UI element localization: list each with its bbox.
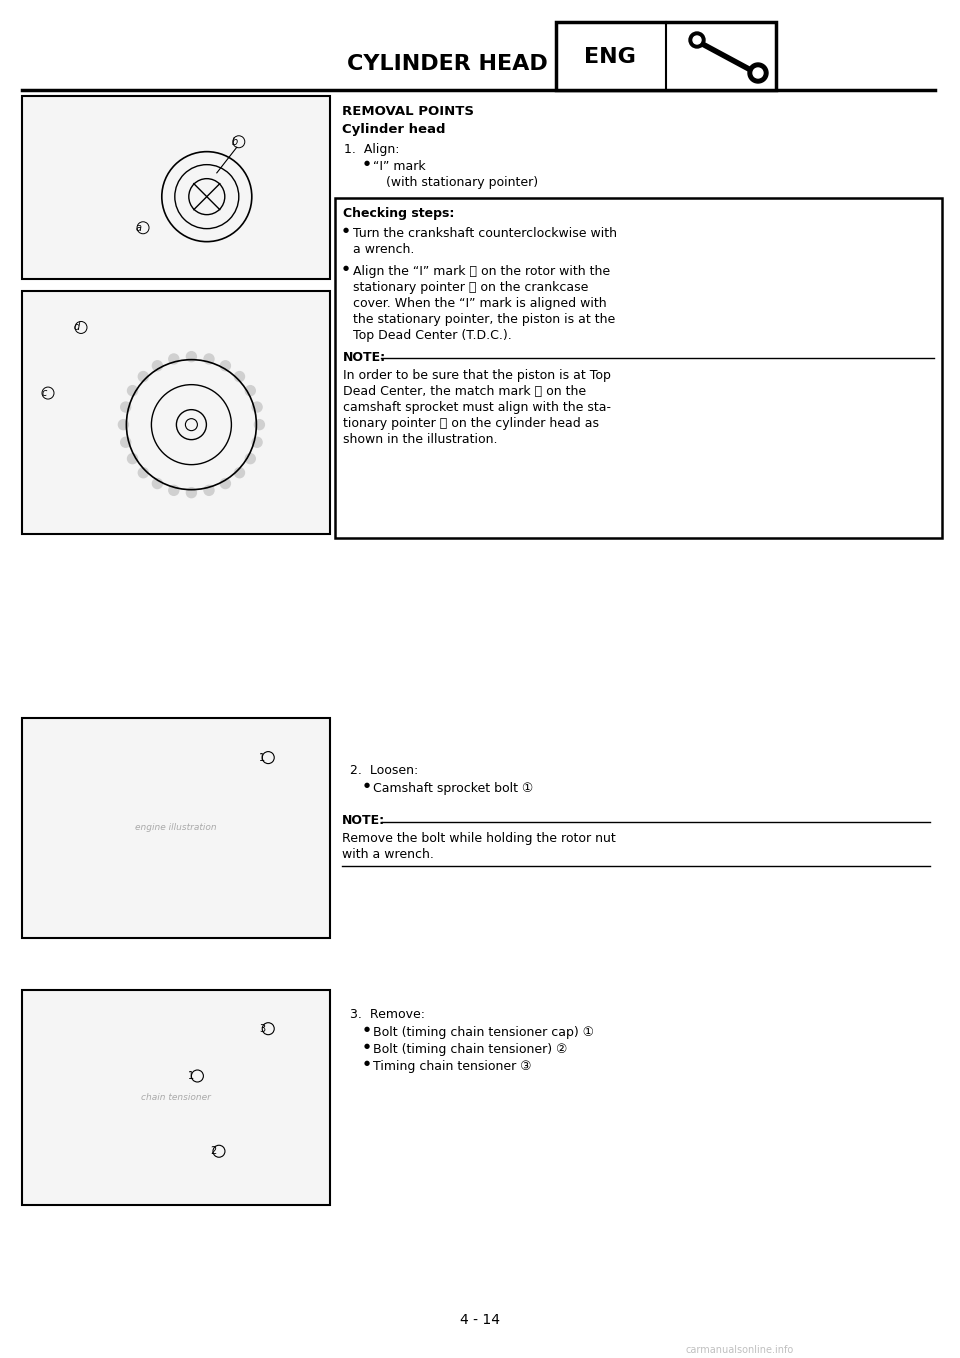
Text: ENG: ENG	[584, 48, 636, 67]
Circle shape	[204, 485, 214, 496]
Text: In order to be sure that the piston is at Top: In order to be sure that the piston is a…	[343, 369, 611, 382]
Bar	[22, 291, 330, 534]
Text: (with stationary pointer): (with stationary pointer)	[386, 177, 539, 189]
Circle shape	[153, 478, 162, 489]
Circle shape	[128, 386, 137, 395]
Text: the stationary pointer, the piston is at the: the stationary pointer, the piston is at…	[353, 312, 615, 326]
Text: 2.  Loosen:: 2. Loosen:	[350, 765, 419, 777]
Circle shape	[252, 437, 262, 447]
Text: 2: 2	[210, 1146, 216, 1156]
Text: ●: ●	[364, 160, 371, 166]
Text: ●: ●	[364, 1043, 371, 1048]
Text: Align the “I” mark ⓐ on the rotor with the: Align the “I” mark ⓐ on the rotor with t…	[353, 265, 611, 278]
Circle shape	[128, 454, 137, 463]
Text: 1: 1	[188, 1071, 195, 1081]
Circle shape	[153, 361, 162, 371]
Text: NOTE:: NOTE:	[342, 813, 385, 827]
Text: ●: ●	[364, 782, 371, 788]
Text: ●: ●	[364, 1027, 371, 1032]
Circle shape	[121, 437, 131, 447]
Text: b: b	[231, 137, 238, 147]
Text: NOTE:: NOTE:	[343, 350, 386, 364]
Text: cover. When the “I” mark is aligned with: cover. When the “I” mark is aligned with	[353, 297, 607, 310]
Text: d: d	[74, 322, 80, 333]
Text: chain tensioner: chain tensioner	[141, 1093, 211, 1101]
Circle shape	[252, 402, 262, 411]
Circle shape	[169, 485, 179, 496]
Circle shape	[693, 37, 701, 43]
Bar	[22, 718, 330, 938]
Text: ●: ●	[364, 1061, 371, 1066]
Text: camshaft sprocket must align with the sta-: camshaft sprocket must align with the st…	[343, 401, 611, 414]
Text: Remove the bolt while holding the rotor nut: Remove the bolt while holding the rotor …	[342, 832, 615, 845]
Bar	[22, 990, 330, 1205]
Text: ●: ●	[343, 227, 349, 234]
Text: shown in the illustration.: shown in the illustration.	[343, 433, 497, 445]
Circle shape	[753, 68, 763, 77]
Bar	[335, 198, 942, 538]
Text: stationary pointer ⓑ on the crankcase: stationary pointer ⓑ on the crankcase	[353, 281, 588, 293]
Bar	[22, 96, 330, 278]
Circle shape	[254, 420, 264, 429]
Circle shape	[169, 354, 179, 364]
Text: c: c	[41, 388, 47, 398]
Text: Camshaft sprocket bolt ①: Camshaft sprocket bolt ①	[373, 782, 533, 794]
Text: Checking steps:: Checking steps:	[343, 206, 454, 220]
Circle shape	[234, 467, 245, 478]
Text: 3.  Remove:: 3. Remove:	[350, 1008, 425, 1021]
Circle shape	[118, 420, 129, 429]
Text: 4 - 14: 4 - 14	[460, 1313, 500, 1327]
Text: carmanualsonline.info: carmanualsonline.info	[685, 1344, 794, 1355]
Circle shape	[748, 62, 768, 83]
Circle shape	[234, 372, 245, 382]
Text: CYLINDER HEAD: CYLINDER HEAD	[348, 54, 548, 73]
Text: 1.  Align:: 1. Align:	[344, 143, 399, 156]
Circle shape	[186, 352, 197, 361]
Circle shape	[121, 402, 131, 411]
Text: tionary pointer ⓓ on the cylinder head as: tionary pointer ⓓ on the cylinder head a…	[343, 417, 599, 430]
Text: Cylinder head: Cylinder head	[342, 124, 445, 136]
Text: with a wrench.: with a wrench.	[342, 847, 434, 861]
Text: REMOVAL POINTS: REMOVAL POINTS	[342, 105, 474, 118]
Text: Timing chain tensioner ③: Timing chain tensioner ③	[373, 1061, 532, 1073]
Text: Dead Center, the match mark Ⓒ on the: Dead Center, the match mark Ⓒ on the	[343, 386, 587, 398]
Text: a wrench.: a wrench.	[353, 243, 415, 257]
Circle shape	[221, 478, 230, 489]
Text: 1: 1	[259, 752, 265, 763]
Text: Turn the crankshaft counterclockwise with: Turn the crankshaft counterclockwise wit…	[353, 227, 617, 240]
Circle shape	[138, 372, 148, 382]
Text: ●: ●	[343, 265, 349, 272]
Text: engine illustration: engine illustration	[135, 823, 217, 832]
Circle shape	[138, 467, 148, 478]
Text: Bolt (timing chain tensioner) ②: Bolt (timing chain tensioner) ②	[373, 1043, 567, 1057]
Bar	[556, 22, 776, 90]
Circle shape	[246, 454, 255, 463]
Text: Bolt (timing chain tensioner cap) ①: Bolt (timing chain tensioner cap) ①	[373, 1027, 594, 1039]
Circle shape	[204, 354, 214, 364]
Text: 3: 3	[259, 1024, 265, 1033]
Text: a: a	[136, 223, 142, 232]
Circle shape	[186, 488, 197, 497]
Circle shape	[689, 33, 705, 48]
Circle shape	[221, 361, 230, 371]
Text: Top Dead Center (T.D.C.).: Top Dead Center (T.D.C.).	[353, 329, 512, 342]
Circle shape	[246, 386, 255, 395]
Text: “I” mark: “I” mark	[373, 160, 425, 172]
